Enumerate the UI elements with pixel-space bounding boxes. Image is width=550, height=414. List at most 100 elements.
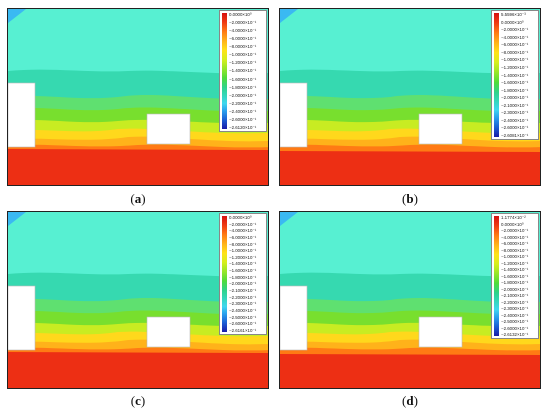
legend-label: −1.6000×10⁻¹ bbox=[501, 80, 529, 86]
legend-label: 0.0000×10⁰ bbox=[501, 221, 524, 227]
contour-plot-a bbox=[7, 8, 269, 186]
legend-label: −2.6000×10⁻¹ bbox=[501, 125, 529, 131]
panel-a: 0.0000×10⁰ −2.0000×10⁻¹ −4.0000×10⁻¹ −6.000… bbox=[7, 8, 269, 186]
colorbar-d bbox=[494, 216, 499, 336]
colorbar-b bbox=[494, 13, 499, 137]
left-obstacle bbox=[8, 82, 36, 148]
legend-label: −1.2000×10⁻¹ bbox=[501, 64, 529, 70]
panel-d: 1.1774×10⁻² 0.0000×10⁰ −2.0000×10⁻¹ −4.0000… bbox=[279, 211, 541, 389]
legend-label: −1.4000×10⁻¹ bbox=[501, 72, 529, 78]
band-red bbox=[280, 151, 540, 185]
legend-label: 0.0000×10⁰ bbox=[229, 215, 252, 220]
colorbar-legend-c: 0.0000×10⁰ −2.0000×10⁻¹ −4.0000×10⁻¹ −6.000… bbox=[219, 213, 267, 335]
legend-label: −2.3000×10⁻¹ bbox=[501, 306, 529, 311]
legend-label: −1.4000×10⁻¹ bbox=[229, 68, 257, 74]
legend-label: −2.6081×10⁻¹ bbox=[501, 133, 529, 138]
corner-region bbox=[8, 9, 26, 23]
band-red bbox=[8, 149, 268, 185]
legend-label: −6.0000×10⁻¹ bbox=[229, 36, 257, 42]
legend-label: −2.2000×10⁻¹ bbox=[229, 100, 257, 106]
contour-field-d bbox=[280, 212, 540, 388]
center-obstacle bbox=[146, 316, 191, 348]
legend-label: −2.5000×10⁻¹ bbox=[229, 314, 257, 320]
legend-label: −1.6000×10⁻¹ bbox=[229, 76, 257, 82]
legend-label: −1.8000×10⁻¹ bbox=[229, 274, 257, 280]
legend-label: −2.4000×10⁻¹ bbox=[501, 312, 529, 318]
legend-label: −1.6000×10⁻¹ bbox=[501, 273, 529, 279]
legend-label: −2.1000×10⁻¹ bbox=[229, 288, 257, 294]
colorbar-legend-d: 1.1774×10⁻² 0.0000×10⁰ −2.0000×10⁻¹ −4.0000… bbox=[491, 213, 539, 339]
legend-label: −2.6120×10⁻¹ bbox=[229, 124, 257, 130]
colorbar-legend-a: 0.0000×10⁰ −2.0000×10⁻¹ −4.0000×10⁻¹ −6.000… bbox=[219, 10, 267, 132]
legend-label: −2.4000×10⁻¹ bbox=[229, 108, 257, 114]
legend-label: −1.2000×10⁻¹ bbox=[501, 260, 529, 266]
legend-label: −2.1000×10⁻¹ bbox=[501, 102, 529, 108]
legend-label: −2.6000×10⁻¹ bbox=[229, 116, 257, 122]
center-obstacle bbox=[418, 316, 463, 348]
contour-plot-d bbox=[279, 211, 541, 389]
legend-labels-a: 0.0000×10⁰ −2.0000×10⁻¹ −4.0000×10⁻¹ −6.000… bbox=[229, 12, 265, 130]
contour-field-c bbox=[8, 212, 268, 388]
legend-label: −4.0000×10⁻¹ bbox=[501, 234, 529, 240]
legend-label: −2.2000×10⁻¹ bbox=[229, 294, 257, 300]
legend-label: −2.1000×10⁻¹ bbox=[501, 293, 529, 298]
corner-region bbox=[8, 212, 26, 226]
legend-label: −4.0000×10⁻¹ bbox=[501, 34, 529, 40]
caption-b: (b) bbox=[402, 191, 418, 206]
legend-label: −2.0000×10⁻¹ bbox=[229, 20, 257, 26]
contour-field-b bbox=[280, 9, 540, 185]
center-obstacle bbox=[146, 113, 191, 145]
legend-label: −2.0000×10⁻¹ bbox=[501, 286, 529, 292]
legend-labels-b: 5.5596×10⁻³ 0.0000×10⁰ −2.0000×10⁻¹ −4.0000… bbox=[501, 12, 537, 138]
legend-label: −1.2000×10⁻¹ bbox=[229, 254, 257, 260]
legend-label: −1.4000×10⁻¹ bbox=[501, 267, 529, 272]
legend-label: −2.0000×10⁻¹ bbox=[501, 228, 529, 233]
legend-label: −8.0000×10⁻¹ bbox=[229, 241, 257, 247]
legend-label: −2.6000×10⁻¹ bbox=[229, 321, 257, 327]
legend-label: −2.6132×10⁻¹ bbox=[501, 332, 529, 337]
legend-label: −2.6000×10⁻¹ bbox=[501, 325, 529, 331]
contour-plot-c bbox=[7, 211, 269, 389]
band-red bbox=[8, 352, 268, 388]
legend-label: 1.1774×10⁻² bbox=[501, 215, 526, 220]
legend-label: −2.0000×10⁻¹ bbox=[229, 92, 257, 98]
legend-label: −2.3000×10⁻¹ bbox=[229, 301, 257, 307]
legend-label: −6.0000×10⁻¹ bbox=[501, 241, 529, 246]
legend-label: −6.0000×10⁻¹ bbox=[229, 234, 257, 240]
legend-labels-c: 0.0000×10⁰ −2.0000×10⁻¹ −4.0000×10⁻¹ −6.000… bbox=[229, 215, 265, 333]
legend-label: −8.0000×10⁻¹ bbox=[501, 49, 529, 55]
legend-label: −2.4000×10⁻¹ bbox=[501, 117, 529, 123]
legend-label: −8.0000×10⁻¹ bbox=[229, 44, 257, 50]
left-obstacle bbox=[280, 82, 308, 148]
colorbar-a bbox=[222, 13, 227, 129]
contour-field-a bbox=[8, 9, 268, 185]
band-red bbox=[280, 354, 540, 388]
corner-region bbox=[280, 212, 298, 226]
legend-label: −2.0000×10⁻¹ bbox=[229, 221, 257, 227]
legend-label: −2.5000×10⁻¹ bbox=[501, 319, 529, 324]
legend-label: −4.0000×10⁻¹ bbox=[229, 28, 257, 34]
center-obstacle bbox=[418, 113, 463, 145]
legend-label: −2.3000×10⁻¹ bbox=[501, 110, 529, 116]
legend-label: −2.0000×10⁻¹ bbox=[501, 27, 529, 33]
panel-c: 0.0000×10⁰ −2.0000×10⁻¹ −4.0000×10⁻¹ −6.000… bbox=[7, 211, 269, 389]
legend-label: −1.8000×10⁻¹ bbox=[501, 280, 529, 285]
legend-label: −1.0000×10⁻¹ bbox=[229, 248, 257, 254]
legend-label: −8.0000×10⁻¹ bbox=[501, 247, 529, 253]
legend-labels-d: 1.1774×10⁻² 0.0000×10⁰ −2.0000×10⁻¹ −4.0000… bbox=[501, 215, 537, 337]
caption-c: (c) bbox=[130, 393, 146, 408]
panel-b: 5.5596×10⁻³ 0.0000×10⁰ −2.0000×10⁻¹ −4.0000… bbox=[279, 8, 541, 186]
legend-label: −1.0000×10⁻¹ bbox=[229, 52, 257, 58]
caption-d: (d) bbox=[402, 393, 418, 408]
legend-label: −1.8000×10⁻¹ bbox=[501, 87, 529, 93]
legend-label: −1.6000×10⁻¹ bbox=[229, 268, 257, 274]
legend-label: −2.6161×10⁻¹ bbox=[229, 327, 257, 333]
legend-label: −2.0000×10⁻¹ bbox=[229, 281, 257, 287]
legend-label: −1.0000×10⁻¹ bbox=[501, 254, 529, 259]
caption-a: (a) bbox=[130, 191, 146, 206]
colorbar-legend-b: 5.5596×10⁻³ 0.0000×10⁰ −2.0000×10⁻¹ −4.0000… bbox=[491, 10, 539, 140]
legend-label: 0.0000×10⁰ bbox=[501, 19, 524, 25]
corner-region bbox=[280, 9, 298, 23]
legend-label: −1.0000×10⁻¹ bbox=[501, 57, 529, 63]
legend-label: −2.4000×10⁻¹ bbox=[229, 307, 257, 313]
